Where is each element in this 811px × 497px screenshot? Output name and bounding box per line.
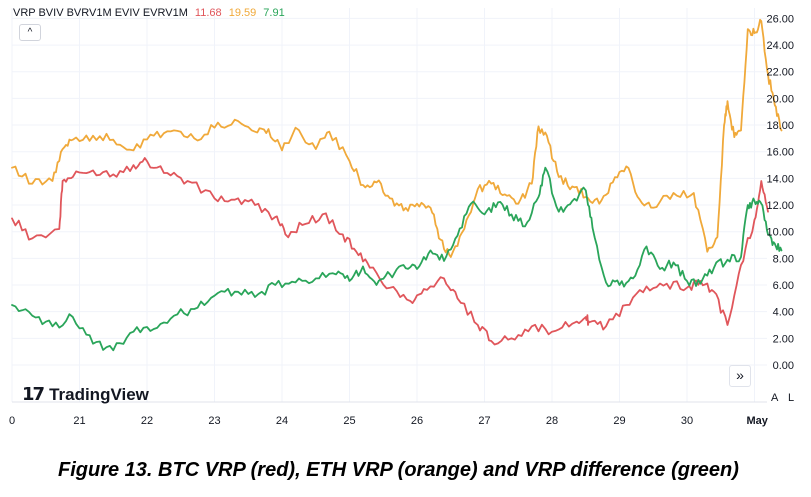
x-tick-label: May — [747, 415, 769, 427]
figure-caption: Figure 13. BTC VRP (red), ETH VRP (orang… — [58, 459, 739, 481]
x-tick-label: 27 — [478, 415, 490, 427]
y-tick-label: 16.00 — [766, 147, 794, 159]
collapse-legend-button[interactable]: ^ — [19, 24, 41, 41]
tradingview-mark-icon: 17 — [22, 384, 45, 405]
y-tick-label: 26.00 — [766, 13, 794, 25]
series-line-orange — [11, 18, 783, 258]
tradingview-logo[interactable]: 17 TradingView — [22, 384, 149, 405]
grid — [11, 8, 767, 402]
legend-value-green: 7.91 — [263, 7, 285, 19]
y-tick-label: 12.00 — [766, 200, 794, 212]
y-tick-label: 10.00 — [766, 227, 794, 239]
y-tick-label: 6.00 — [773, 280, 794, 292]
legend-value-orange: 19.59 — [228, 7, 257, 19]
x-axis[interactable]: 0 21 22 23 24 25 26 27 28 29 30 May — [9, 415, 769, 427]
series-layer — [11, 18, 783, 352]
x-tick-label: 30 — [681, 415, 693, 427]
x-tick-label: 24 — [276, 415, 288, 427]
tradingview-wordmark: TradingView — [49, 384, 149, 404]
y-tick-label: 14.00 — [766, 173, 794, 185]
y-axis[interactable]: 0.00 2.00 4.00 6.00 8.00 10.00 12.00 14.00 16.00… — [766, 13, 794, 372]
x-tick-label: 29 — [613, 415, 625, 427]
x-tick-label: 28 — [546, 415, 558, 427]
double-chevron-right-icon: » — [736, 367, 744, 383]
x-tick-label: 25 — [343, 415, 355, 427]
x-tick-label: 26 — [411, 415, 423, 427]
series-line-red — [11, 157, 769, 346]
series-line-green — [11, 166, 783, 352]
chevron-up-icon: ^ — [27, 27, 33, 38]
y-tick-label: 22.00 — [766, 67, 794, 79]
log-scale-button[interactable]: L — [788, 392, 795, 404]
y-tick-label: 8.00 — [773, 253, 794, 265]
y-tick-label: 20.00 — [766, 93, 794, 105]
x-tick-label: 21 — [73, 415, 85, 427]
legend-value-red: 11.68 — [194, 7, 222, 19]
legend: VRP BVIV BVRV1M EVIV EVRV1M 11.68 19.59 … — [13, 7, 289, 19]
y-tick-label: 2.00 — [773, 333, 794, 345]
x-tick-label: 22 — [141, 415, 153, 427]
x-tick-label: 23 — [208, 415, 220, 427]
y-tick-label: 0.00 — [773, 360, 794, 372]
y-tick-label: 24.00 — [766, 40, 794, 52]
scroll-to-realtime-button[interactable]: » — [729, 365, 751, 387]
legend-indicator-names: VRP BVIV BVRV1M EVIV EVRV1M — [13, 7, 188, 19]
x-tick-label: 0 — [9, 415, 15, 427]
y-tick-label: 4.00 — [773, 307, 794, 319]
y-tick-label: 18.00 — [766, 120, 794, 132]
auto-scale-button[interactable]: A — [771, 392, 779, 404]
